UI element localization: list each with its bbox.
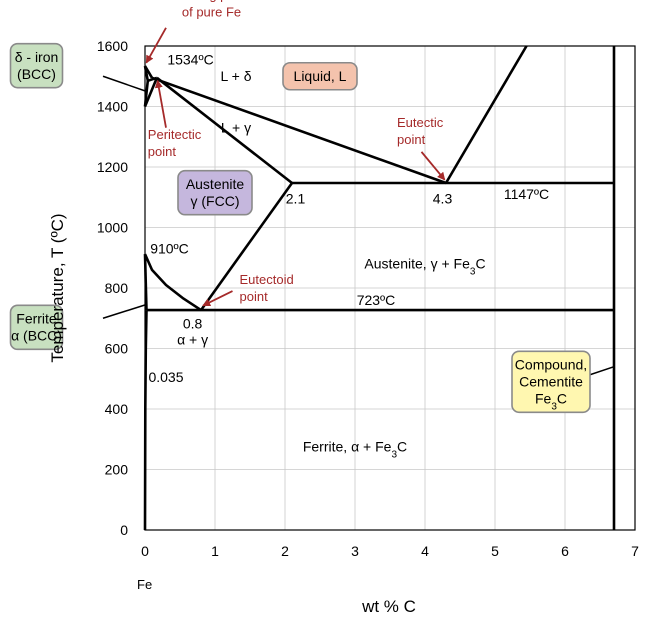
austenite-solidus-line (156, 76, 293, 185)
temp-723-label: 723ºC (357, 292, 396, 308)
y-tick-label: 800 (105, 280, 129, 296)
liquidus-cementite-line (444, 45, 528, 184)
alpha-gamma-label-text: α + γ (177, 331, 208, 347)
ferrite-label-box (9, 304, 64, 351)
y-tick-label: 1000 (97, 220, 128, 236)
liquid-label-box (282, 61, 358, 91)
eutectic-label: Eutectic point (397, 115, 444, 147)
l-delta-label: L + δ (220, 68, 251, 84)
melting-point-arrow (145, 27, 167, 64)
y-tick-label: 600 (105, 341, 129, 357)
tick-labels: 0 1 2 3 4 5 6 7 0 200 400 600 800 1000 1200 1400 1600 (97, 38, 639, 559)
comp-0-035-label: 0.035 (148, 369, 183, 385)
peritectic-label-text: Peritectic point (148, 127, 202, 159)
liquid-label-text: Liquid, L (294, 68, 347, 84)
temp-910-label: 910ºC (150, 241, 189, 257)
l-delta-label-text: L + δ (220, 68, 251, 84)
x-origin-label: Fe (137, 577, 152, 592)
eutectic-arrow (420, 151, 446, 181)
l-gamma-label: L + γ (221, 120, 251, 136)
ferrite-boundary-line (143, 254, 148, 311)
austenite-label-box (177, 169, 253, 216)
ferrite-label: Ferrite α (BCC) (9, 304, 64, 351)
delta-iron-leader (102, 75, 147, 93)
y-tick-label: 1200 (97, 159, 128, 175)
liquidus-gamma-line (151, 76, 447, 185)
temp-723-label-text: 723ºC (357, 292, 396, 308)
austenite-label: Austenite γ (FCC) (177, 169, 253, 216)
eutectic-label-text: Eutectic point (397, 115, 444, 147)
comp-0-035-label-text: 0.035 (148, 369, 183, 385)
liquid-label: Liquid, L (282, 61, 358, 91)
austenite-label-text: Austenite γ (FCC) (186, 176, 245, 209)
ferrite-label-text: Ferrite α (BCC) (11, 311, 62, 344)
temp-1147-label-text: 1147ºC (504, 186, 549, 202)
cementite-label-text: Compound, Cementite Fe3C (515, 357, 587, 413)
comp-2-1-label-text: 2.1 (286, 191, 306, 207)
grid-lines (145, 46, 635, 530)
x-tick-label: 5 (491, 543, 499, 559)
comp-0-8-label: 0.8 (183, 315, 203, 331)
y-axis-label: Temperature, T (ºC) (48, 213, 67, 362)
y-tick-label: 0 (120, 522, 128, 538)
comp-4-3-label: 4.3 (433, 191, 453, 207)
comp-2-1-label: 2.1 (286, 191, 306, 207)
temp-1534-label: 1534ºC (167, 52, 213, 68)
x-axis-label: wt % C (361, 597, 416, 616)
peritectic-arrow (154, 79, 167, 128)
y-tick-label: 400 (105, 401, 129, 417)
delta-iron-label-box (9, 42, 64, 89)
x-tick-label: 0 (141, 543, 149, 559)
temp-1147-label: 1147ºC (504, 186, 549, 202)
temp-1534-label-text: 1534ºC (167, 52, 213, 68)
eutectoid-label: Eutectoid point (240, 272, 294, 304)
delta-iron-label: δ - iron (BCC) (9, 42, 64, 89)
l-gamma-label-text: L + γ (221, 120, 251, 136)
acm-line-line (199, 182, 294, 311)
x-tick-label: 1 (211, 543, 219, 559)
y-tick-label: 1600 (97, 38, 128, 54)
peritectic-label: Peritectic point (148, 127, 202, 159)
ferrite-solvus-line (143, 310, 148, 531)
temp-910-label-text: 910ºC (150, 241, 189, 257)
x-tick-label: 6 (561, 543, 569, 559)
x-tick-label: 7 (631, 543, 639, 559)
a3-line-line (143, 253, 202, 312)
cementite-label-box (511, 350, 591, 414)
y-tick-label: 200 (105, 462, 129, 478)
x-tick-label: 4 (421, 543, 429, 559)
delta-iron-label-text: δ - iron (BCC) (15, 49, 59, 82)
phase-boundaries (143, 45, 616, 531)
eutectoid-arrow (202, 290, 233, 307)
cementite-label: Compound, Cementite Fe3C (511, 350, 591, 414)
comp-0-8-label-text: 0.8 (183, 315, 203, 331)
x-tick-label: 3 (351, 543, 359, 559)
y-tick-label: 1400 (97, 99, 128, 115)
x-tick-label: 2 (281, 543, 289, 559)
comp-4-3-label-text: 4.3 (433, 191, 453, 207)
eutectoid-label-text: Eutectoid point (240, 272, 294, 304)
ferrite-leader (102, 303, 147, 319)
alpha-gamma-label: α + γ (177, 331, 208, 347)
